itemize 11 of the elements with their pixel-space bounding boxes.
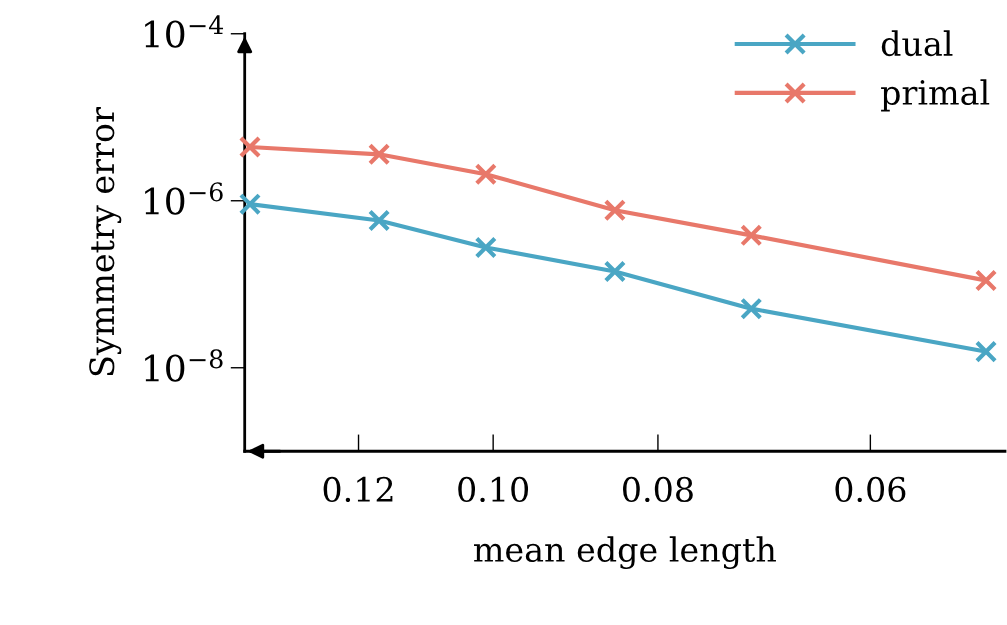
y-axis-title: Symmetry error [89,107,122,376]
legend-label: dual [881,30,953,57]
legend-label: primal [881,79,990,112]
x-axis-title: mean edge length [474,536,776,570]
y-tick-label: 10$^{−6}$ [145,182,223,215]
y-tick-label: 10$^{−4}$ [145,15,224,48]
x-tick-label: 0.12 [323,476,393,503]
x-tick-label: 0.10 [458,476,529,503]
x-tick-label: 0.06 [835,476,906,503]
x-tick-label: 0.08 [623,476,693,503]
y-tick-label: 10$^{−8}$ [145,349,223,382]
